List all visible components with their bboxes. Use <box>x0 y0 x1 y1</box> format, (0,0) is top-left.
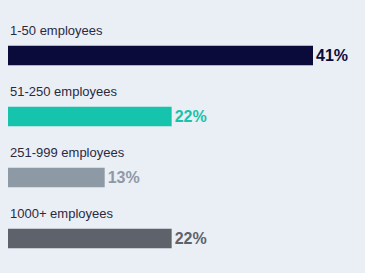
svg-text:41%: 41% <box>316 47 348 64</box>
svg-text:22%: 22% <box>175 230 207 247</box>
svg-text:1-50 employees: 1-50 employees <box>10 23 103 38</box>
svg-text:51-250 employees: 51-250 employees <box>10 84 117 99</box>
svg-text:1000+ employees: 1000+ employees <box>10 206 113 221</box>
svg-text:22%: 22% <box>175 108 207 125</box>
svg-text:13%: 13% <box>108 169 140 186</box>
svg-text:251-999 employees: 251-999 employees <box>10 145 125 160</box>
